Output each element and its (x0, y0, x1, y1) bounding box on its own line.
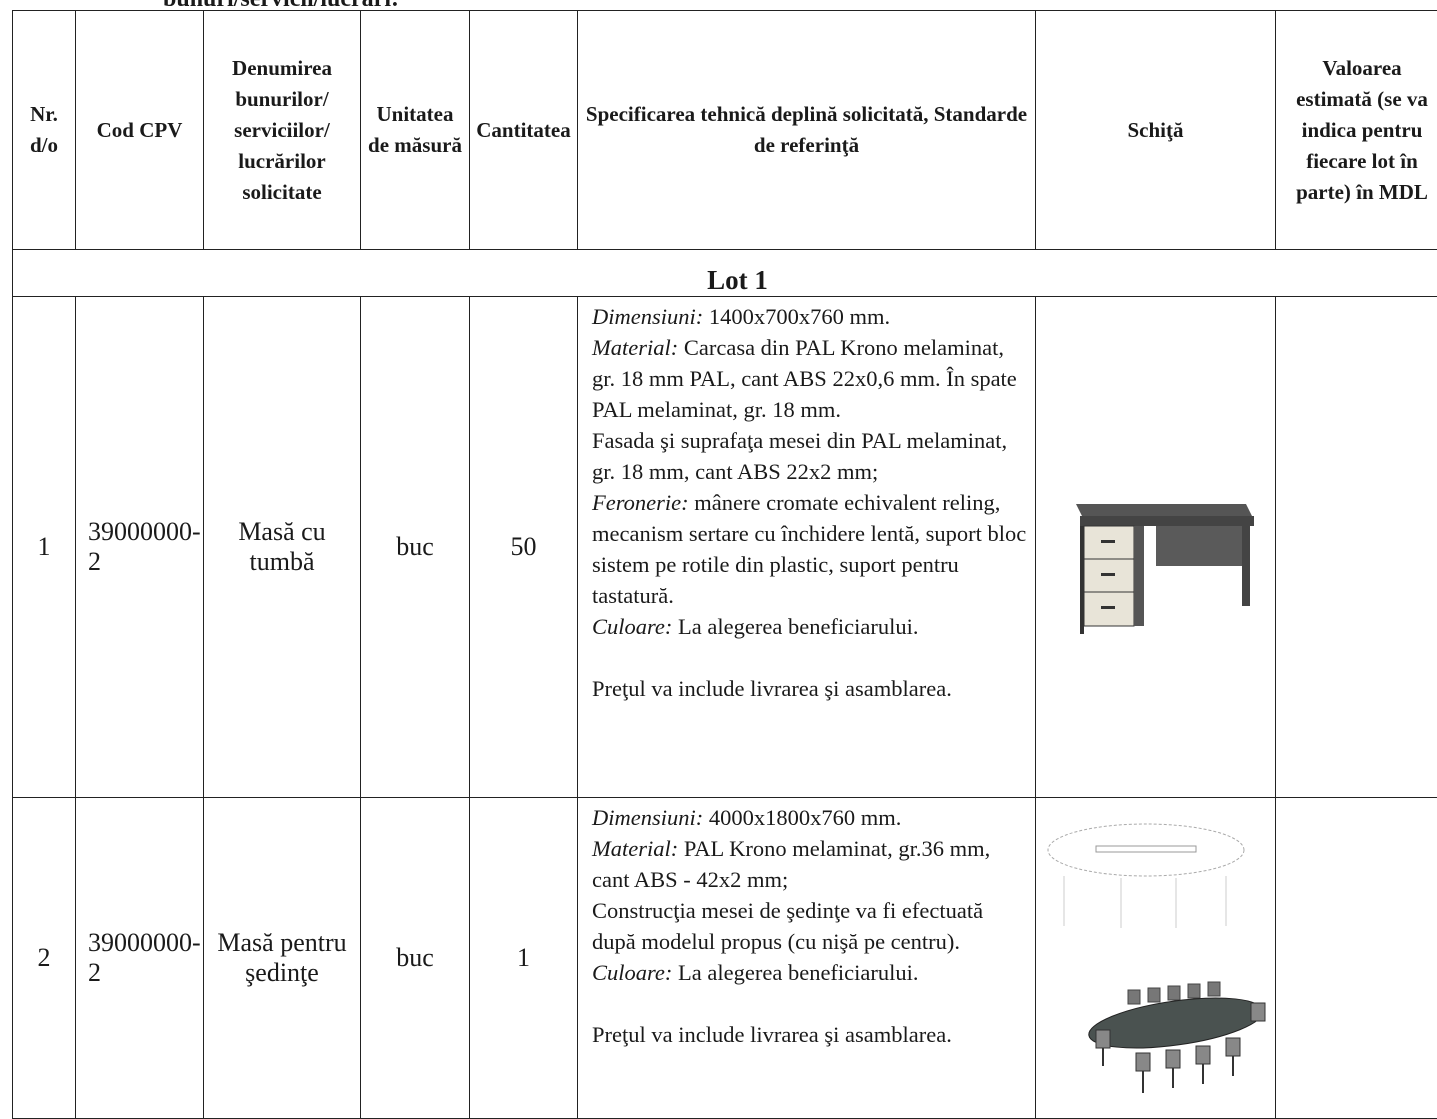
nr: 2 (13, 798, 76, 1119)
value-cell (1276, 297, 1437, 798)
header-cell: Cod CPV (76, 11, 204, 250)
header-cell: Valoarea estimată (se va indica pentru f… (1276, 11, 1437, 250)
spec-paragraph: Dimensiuni: 1400x700x760 mm. (592, 301, 1027, 332)
item-name: Masă cu tumbă (204, 297, 361, 798)
spec-text: La alegerea beneficiarului. (678, 960, 918, 985)
header-cell: Schiţă (1036, 11, 1276, 250)
spec-paragraph: Material: PAL Krono melaminat, gr.36 mm,… (592, 833, 1027, 895)
spec-paragraph: Preţul va include livrarea şi asamblarea… (592, 1019, 1027, 1050)
spec-label: Feronerie: (592, 490, 689, 515)
quantity: 50 (470, 297, 578, 798)
nr: 1 (13, 297, 76, 798)
spec-label: Culoare: (592, 614, 672, 639)
header-cell: Nr. d/o (13, 11, 76, 250)
spec-label: Material: (592, 836, 678, 861)
sketch (1036, 798, 1276, 1119)
cpv: 39000000-2 (76, 798, 204, 1119)
spec-paragraph: Fasada şi suprafaţa mesei din PAL melami… (592, 425, 1027, 487)
value-cell (1276, 798, 1437, 1119)
sketch (1036, 297, 1276, 798)
meeting-table-sketch (1036, 798, 1276, 1108)
spec-text: Preţul va include livrarea şi asamblarea… (592, 1022, 952, 1047)
spec-label: Culoare: (592, 960, 672, 985)
spec-label: Material: (592, 335, 678, 360)
unit: buc (361, 798, 470, 1119)
spec-text: Construcţia mesei de şedinţe va fi efect… (592, 898, 983, 954)
header-cell: Denumirea bunurilor/ serviciilor/ lucrăr… (204, 11, 361, 250)
header-cell: Cantitatea (470, 11, 578, 250)
unit: buc (361, 297, 470, 798)
item-row: 2 39000000-2 Masă pentru şedinţe buc 1 D… (13, 798, 1437, 1119)
spec-paragraph: Material: Carcasa din PAL Krono melamina… (592, 332, 1027, 425)
cpv: 39000000-2 (76, 297, 204, 798)
spec-text: 1400x700x760 mm. (709, 304, 890, 329)
spec-text: Fasada şi suprafaţa mesei din PAL melami… (592, 428, 1007, 484)
desk-sketch (1036, 444, 1276, 644)
spec-paragraph: Culoare: La alegerea beneficiarului. (592, 957, 1027, 988)
lot-row: Lot 1 (13, 250, 1437, 297)
spec-label: Dimensiuni: (592, 805, 703, 830)
header-row: Nr. d/o Cod CPV Denumirea bunurilor/ ser… (13, 11, 1437, 250)
spec-label: Dimensiuni: (592, 304, 703, 329)
lot-title: Lot 1 (13, 250, 1437, 297)
spec: Dimensiuni: 4000x1800x760 mm.Material: P… (578, 798, 1036, 1119)
spec-text: La alegerea beneficiarului. (678, 614, 918, 639)
spec: Dimensiuni: 1400x700x760 mm.Material: Ca… (578, 297, 1036, 798)
header-cell: Specificarea tehnică deplină solicitată,… (578, 11, 1036, 250)
item-row: 1 39000000-2 Masă cu tumbă buc 50 Dimens… (13, 297, 1437, 798)
spec-text: Preţul va include livrarea şi asamblarea… (592, 676, 952, 701)
quantity: 1 (470, 798, 578, 1119)
item-name: Masă pentru şedinţe (204, 798, 361, 1119)
spec-paragraph: Construcţia mesei de şedinţe va fi efect… (592, 895, 1027, 957)
spec-text: 4000x1800x760 mm. (709, 805, 902, 830)
spec-table: Nr. d/o Cod CPV Denumirea bunurilor/ ser… (12, 10, 1437, 1119)
spec-paragraph: Feronerie: mânere cromate echivalent rel… (592, 487, 1027, 611)
spec-paragraph: Preţul va include livrarea şi asamblarea… (592, 673, 1027, 704)
header-cell: Unitatea de măsură (361, 11, 470, 250)
spec-paragraph: Dimensiuni: 4000x1800x760 mm. (592, 802, 1027, 833)
spec-paragraph: Culoare: La alegerea beneficiarului. (592, 611, 1027, 642)
